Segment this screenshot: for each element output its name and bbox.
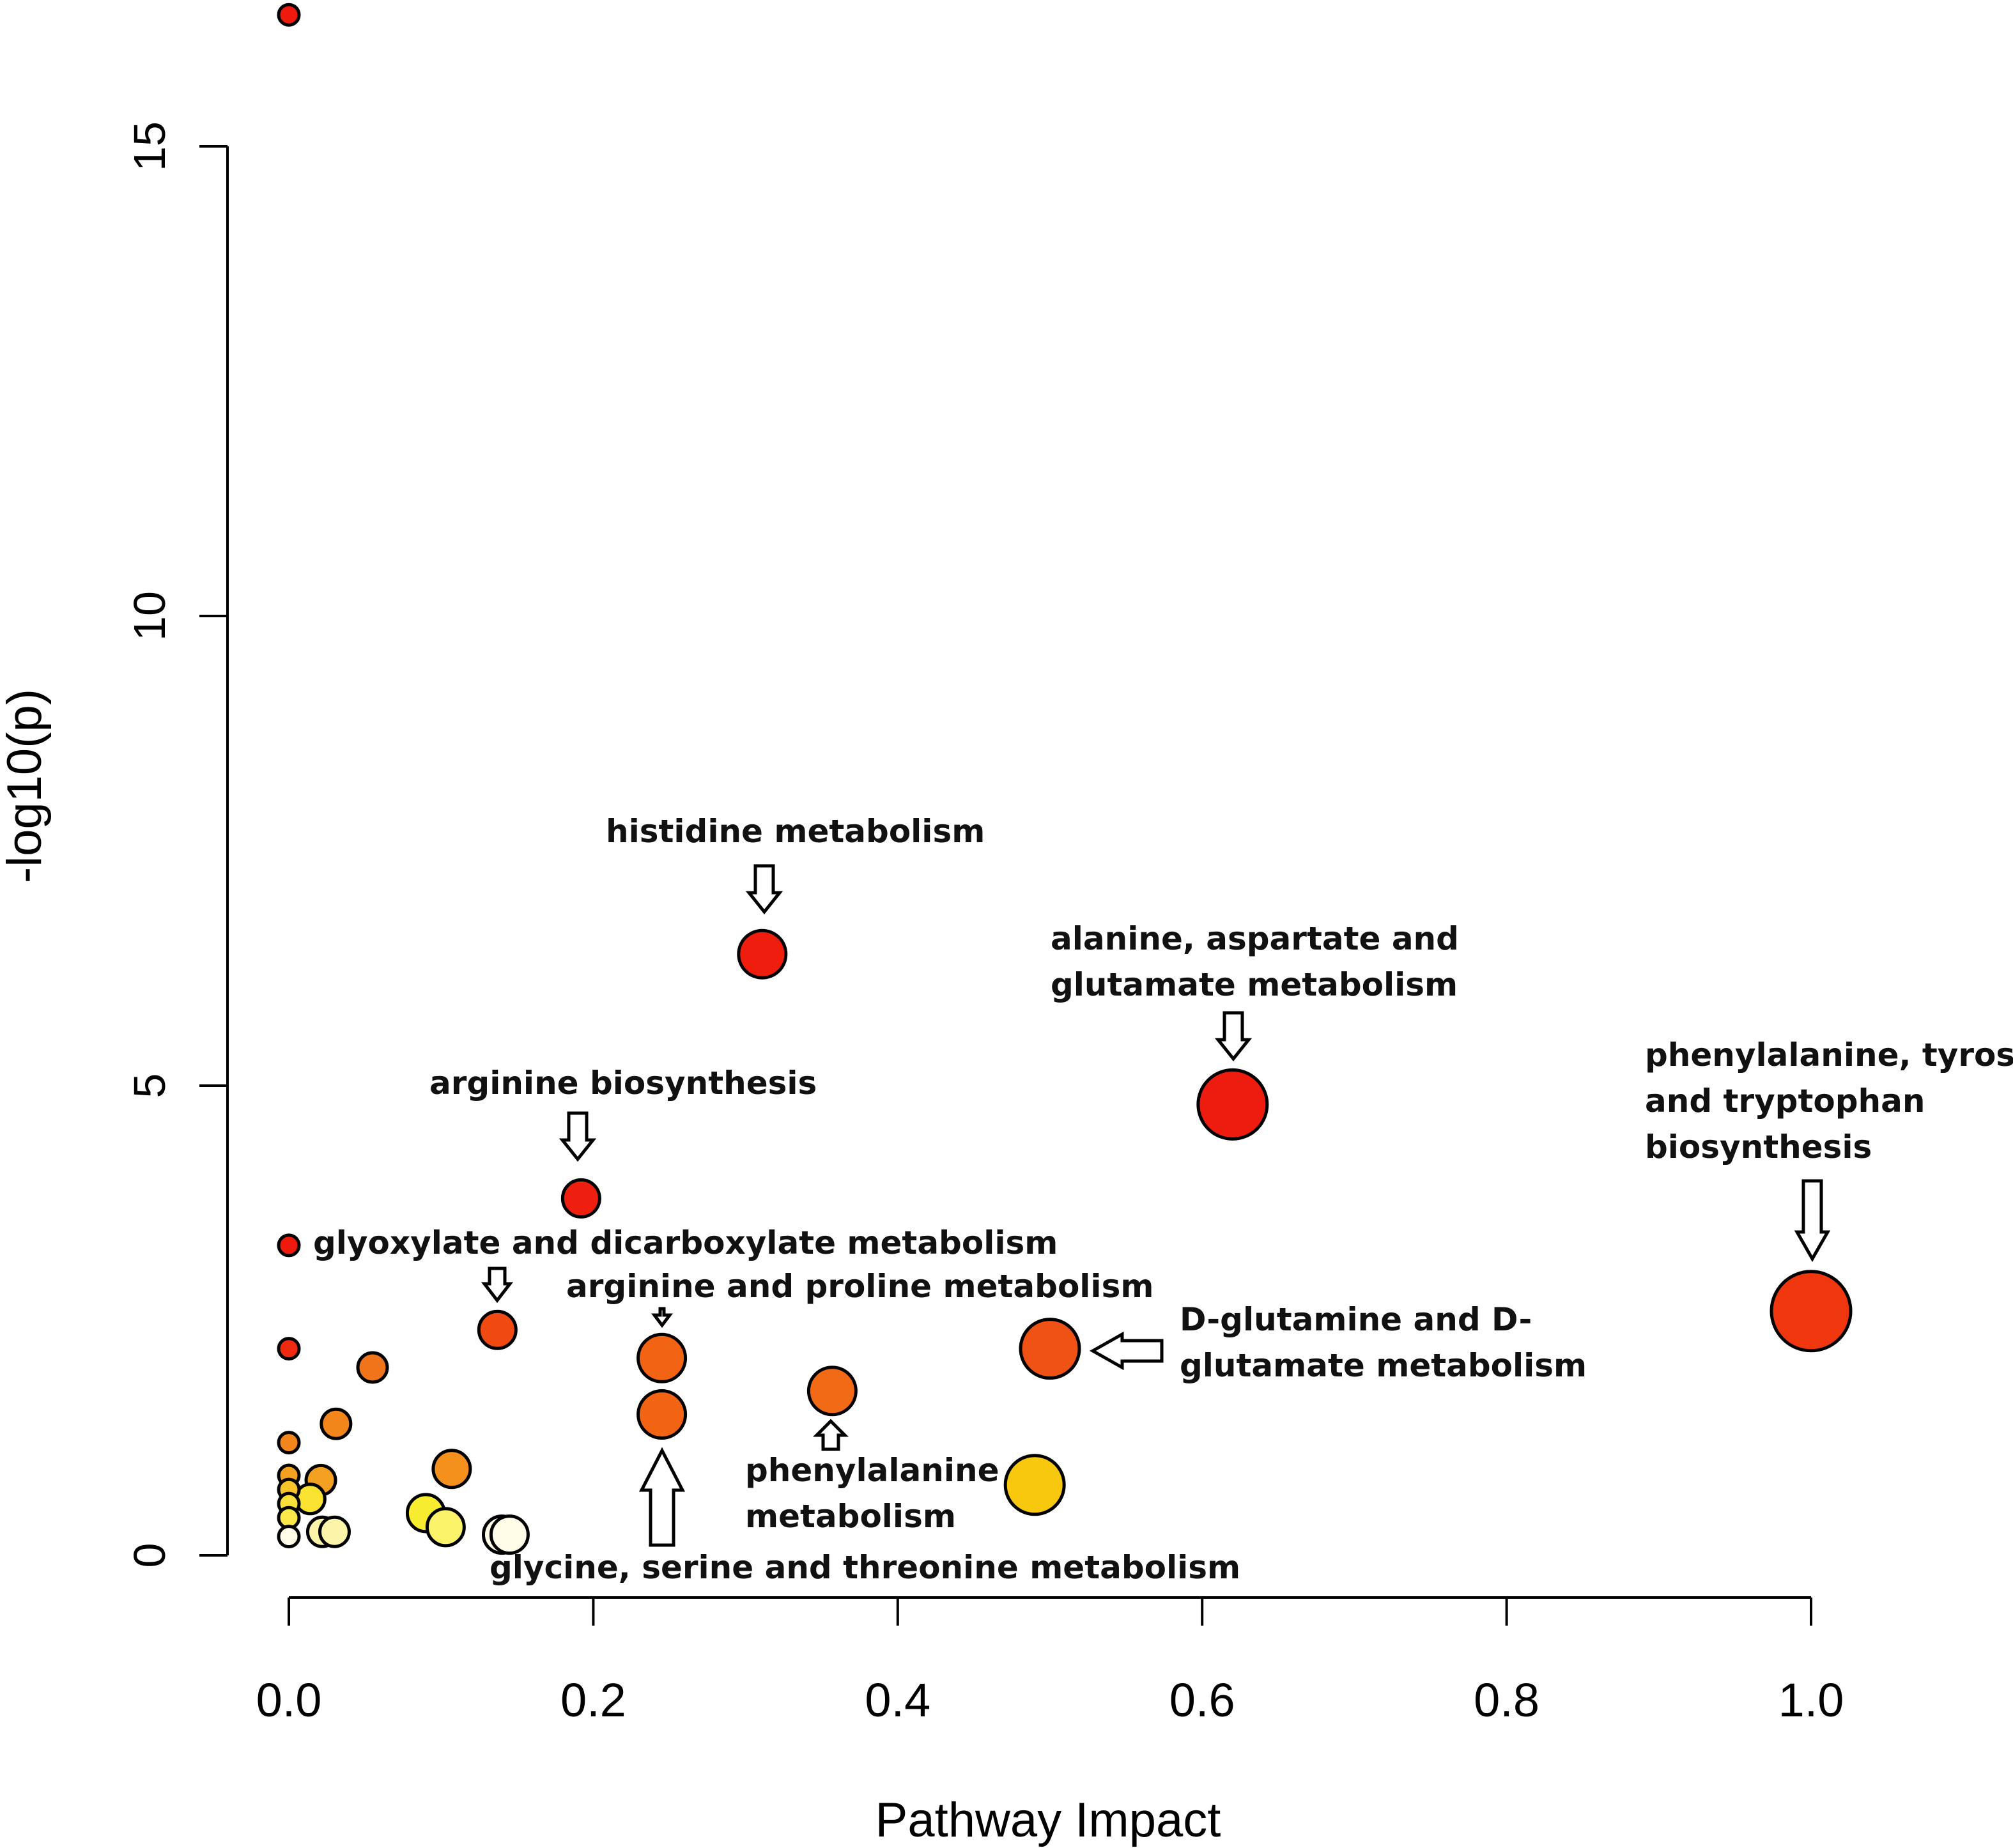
data-point-arginine-biosynthesis (560, 1178, 601, 1219)
data-point-histidine-metabolism (737, 928, 788, 980)
annotations: histidine metabolism alanine, aspartate a… (313, 813, 2013, 1586)
x-axis-title: Pathway Impact (875, 1793, 1221, 1847)
annotation-text: glutamate metabolism (1180, 1347, 1587, 1384)
data-point (277, 1525, 301, 1549)
x-tick-label: 0.2 (560, 1674, 626, 1727)
data-point (1003, 1454, 1066, 1516)
annotation-glyoxylate-and-dicarboxylate-metabolism: glyoxylate and dicarboxylate metabolism (313, 1224, 1058, 1304)
annotation-arginine-biosynthesis: arginine biosynthesis (429, 1065, 817, 1162)
annotation-glycine-serine-and-threonine-metabolism: glycine, serine and threonine metabolism (490, 1447, 1240, 1586)
annotation-arrow (559, 1111, 597, 1162)
annotation-arrow (1794, 1179, 1831, 1263)
annotation-phenylalanine-tyrosine-and-tryptophan-biosynthesis: phenylalanine, tyrosine and tryptophan bio… (1645, 1036, 2013, 1263)
annotation-arrow (1089, 1331, 1164, 1371)
data-point-glycine-serine-and-threonine-metabolism (636, 1389, 688, 1440)
annotation-d-glutamine-and-d-glutamate-metabolism: D-glutamine and D-glutamate metabolism (1089, 1301, 1587, 1384)
data-point (277, 3, 301, 27)
annotation-text: D-glutamine and D- (1180, 1301, 1532, 1338)
y-tick-label: 15 (125, 121, 174, 171)
annotation-arrow (812, 1419, 849, 1451)
data-point-glyoxylate-and-dicarboxylate-metabolism (477, 1309, 518, 1350)
data-point (489, 1514, 530, 1555)
data-point (320, 1407, 353, 1440)
data-point (425, 1507, 466, 1548)
data-point (277, 1431, 301, 1455)
annotation-text: histidine metabolism (606, 813, 985, 850)
annotation-text: glyoxylate and dicarboxylate metabolism (313, 1224, 1058, 1261)
x-tick-label: 1.0 (1778, 1674, 1844, 1727)
data-point-phenylalanine-tyrosine-and-tryptophan-biosynthesis (1770, 1270, 1853, 1353)
annotation-text: glutamate metabolism (1051, 966, 1458, 1003)
y-tick-label: 0 (125, 1543, 174, 1568)
annotation-arrow (638, 1447, 686, 1547)
annotation-arrow (745, 864, 783, 915)
y-tick-label: 5 (125, 1074, 174, 1098)
data-point-d-glutamine-and-d-glutamate-metabolism (1019, 1318, 1081, 1380)
x-tick-label: 0.4 (865, 1674, 930, 1727)
annotation-text: alanine, aspartate and (1051, 920, 1459, 957)
annotation-arrow (1214, 1011, 1253, 1062)
data-point (318, 1515, 351, 1548)
annotation-arginine-and-proline-metabolism: arginine and proline metabolism (566, 1268, 1153, 1328)
annotation-text: metabolism (745, 1498, 956, 1535)
annotation-text: glycine, serine and threonine metabolism (490, 1549, 1240, 1586)
annotation-text: biosynthesis (1645, 1128, 1872, 1166)
annotation-text: and tryptophan (1645, 1082, 1925, 1120)
axes: 0 5 10 15 0.0 0.2 0.4 0.6 0.8 1.0 (125, 121, 1844, 1727)
annotation-text: phenylalanine (745, 1452, 999, 1489)
x-tick-label: 0.6 (1169, 1674, 1235, 1727)
data-point-alanine-aspartate-and-glutamate-metabolism (1196, 1068, 1269, 1141)
data-point (431, 1449, 472, 1490)
x-tick-label: 0.0 (256, 1674, 322, 1727)
annotation-text: arginine and proline metabolism (566, 1268, 1153, 1305)
data-point-arginine-and-proline-metabolism (636, 1332, 688, 1383)
data-points (277, 3, 1853, 1555)
data-point (277, 1337, 301, 1361)
data-point-phenylalanine-metabolism (806, 1366, 858, 1417)
x-tick-label: 0.8 (1474, 1674, 1539, 1727)
annotation-histidine-metabolism: histidine metabolism (606, 813, 985, 915)
annotation-arrow (481, 1267, 514, 1304)
annotation-text: arginine biosynthesis (429, 1065, 817, 1102)
y-axis-title: -log10(p) (0, 689, 52, 883)
annotation-alanine-aspartate-and-glutamate-metabolism: alanine, aspartate and glutamate metaboli… (1051, 920, 1459, 1062)
data-point (277, 1233, 301, 1258)
annotation-text: phenylalanine, tyrosine (1645, 1036, 2013, 1074)
y-tick-label: 10 (125, 591, 174, 641)
data-point (356, 1351, 389, 1384)
annotation-arrow (651, 1307, 673, 1328)
annotation-phenylalanine-metabolism: phenylalanine metabolism (745, 1419, 999, 1535)
